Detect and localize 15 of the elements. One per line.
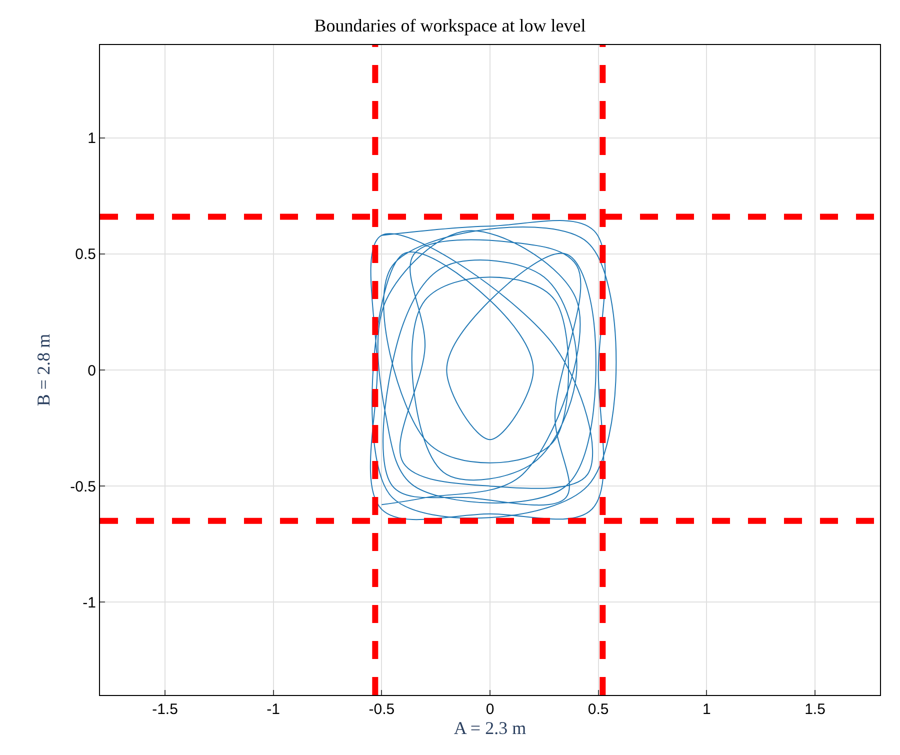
y-tick-label: 1 bbox=[88, 130, 96, 148]
x-tick-label: -1.5 bbox=[152, 701, 178, 718]
x-tick-label: 0 bbox=[486, 701, 494, 718]
x-tick-label: -0.5 bbox=[368, 701, 395, 718]
y-axis-title: B = 2.8 m bbox=[33, 334, 54, 406]
y-tick-label: 0 bbox=[88, 362, 96, 380]
x-tick-label: 0.5 bbox=[588, 701, 609, 718]
y-tick-label: -0.5 bbox=[70, 478, 96, 496]
chart-title: Boundaries of workspace at low level bbox=[314, 15, 586, 36]
x-tick-label: 1 bbox=[702, 701, 711, 718]
x-axis-title: A = 2.3 m bbox=[454, 718, 526, 738]
x-tick-label: -1 bbox=[266, 701, 280, 718]
x-tick-label: 1.5 bbox=[804, 701, 826, 718]
y-tick-label: 0.5 bbox=[75, 246, 96, 264]
y-tick-label: -1 bbox=[82, 594, 96, 612]
